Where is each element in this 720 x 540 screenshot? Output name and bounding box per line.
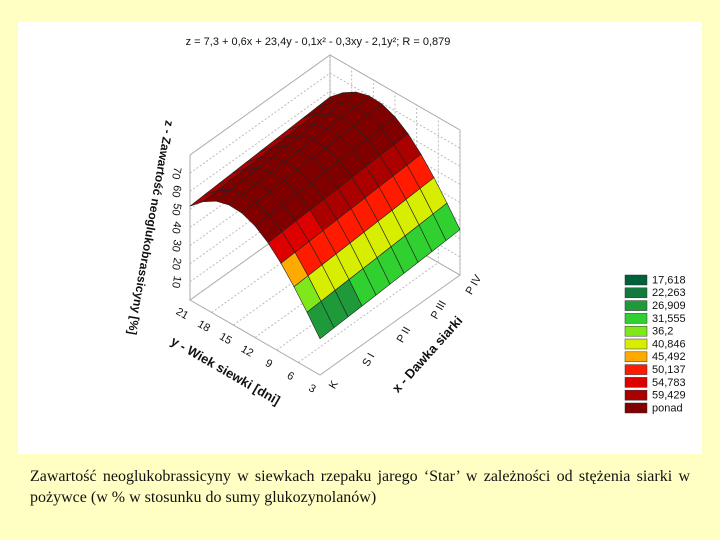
legend-swatch: [624, 364, 648, 375]
legend-swatch: [624, 287, 648, 299]
chart: z = 7,3 + 0,6x + 23,4y - 0,1x² - 0,3xy -…: [125, 36, 686, 415]
legend-label: 40,846: [652, 338, 686, 350]
z-tick-label: 60: [169, 184, 183, 198]
x-tick-label: K: [327, 378, 341, 391]
y-tick-label: 9: [263, 357, 274, 370]
x-tick-label: P III: [429, 299, 449, 322]
chart-title: z = 7,3 + 0,6x + 23,4y - 0,1x² - 0,3xy -…: [186, 36, 451, 48]
legend-swatch: [624, 325, 648, 337]
x-tick-label: P IV: [464, 272, 485, 296]
z-axis-label: z - Zawartość neoglukobrassicyny [%]: [125, 119, 177, 336]
legend-label: 26,909: [652, 300, 686, 312]
plot-panel: z = 7,3 + 0,6x + 23,4y - 0,1x² - 0,3xy -…: [18, 22, 702, 454]
z-tick-label: 40: [169, 220, 183, 234]
x-tick-label: S I: [360, 351, 377, 369]
legend-swatch: [624, 338, 648, 350]
y-tick-label: 3: [306, 382, 317, 395]
legend-label: 36,2: [652, 326, 673, 338]
grid-line: [319, 130, 461, 376]
y-tick-label: 15: [217, 331, 234, 348]
legend-swatch: [624, 377, 648, 388]
legend-swatch: [624, 402, 648, 414]
surface-patch: [306, 300, 335, 340]
z-tick-label: 10: [169, 275, 183, 289]
legend-swatch: [624, 389, 648, 401]
x-tick-label: P II: [395, 325, 414, 345]
legend-label: 22,263: [652, 287, 686, 299]
y-tick-label: 18: [195, 318, 212, 335]
legend-label: 54,783: [652, 377, 686, 389]
legend-label: 31,555: [652, 313, 686, 325]
legend-swatch: [624, 274, 648, 286]
y-tick-label: 12: [239, 343, 256, 360]
legend-label: 59,429: [652, 390, 686, 402]
z-tick-label: 20: [169, 257, 183, 271]
z-tick-label: 50: [169, 202, 183, 216]
legend-swatch: [624, 300, 648, 311]
surface: [189, 91, 461, 340]
legend-label: ponad: [652, 402, 683, 414]
caption: Zawartość neoglukobrassicyny w siewkach …: [30, 468, 690, 506]
legend-swatch: [624, 313, 648, 324]
z-tick-label: 30: [169, 239, 183, 253]
legend-label: 45,492: [652, 351, 686, 363]
x-axis-label: x - Dawka siarki: [389, 313, 465, 396]
legend-swatch: [624, 351, 648, 363]
legend-label: 17,618: [652, 274, 686, 286]
z-tick-label: 70: [169, 166, 183, 180]
legend-label: 50,137: [652, 364, 686, 376]
grid-line: [189, 72, 461, 174]
y-tick-label: 21: [174, 306, 191, 323]
grid-line: [298, 117, 439, 363]
y-tick-label: 6: [285, 370, 296, 383]
